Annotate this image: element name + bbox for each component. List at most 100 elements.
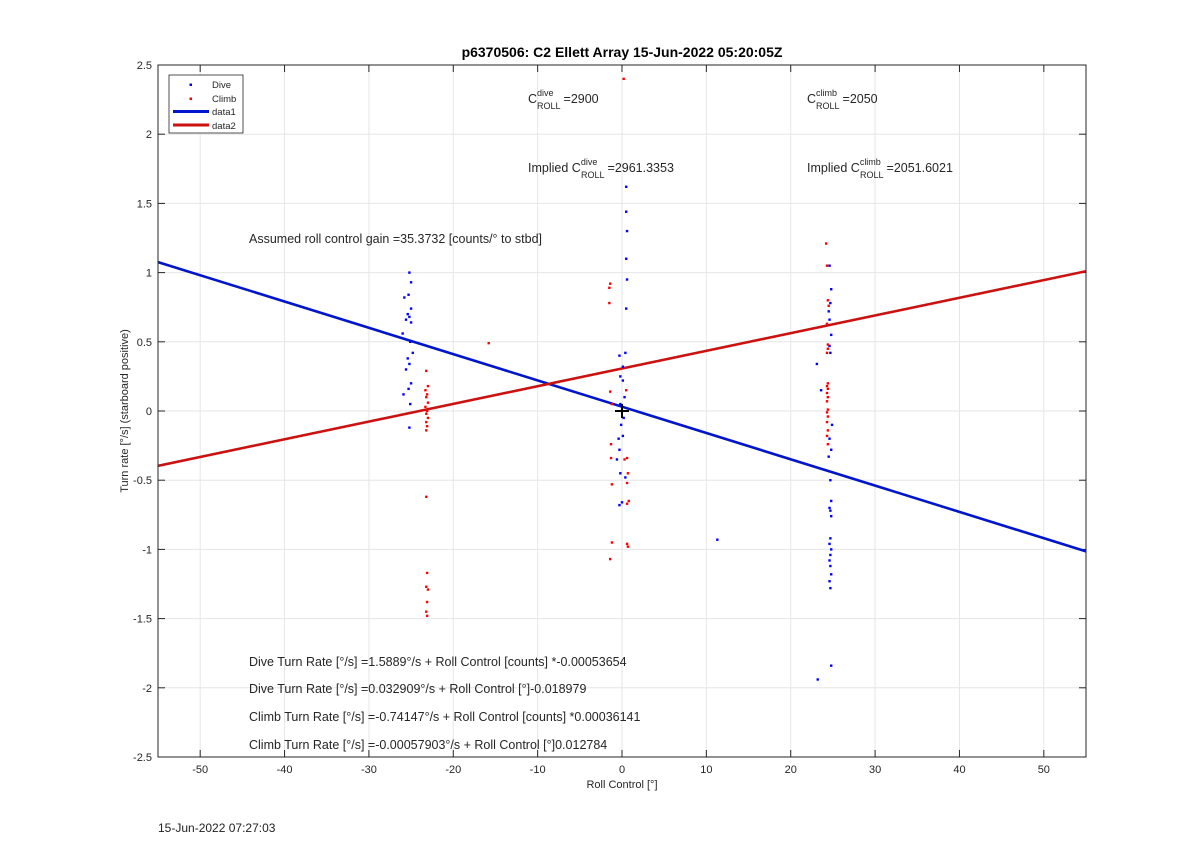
point-dive	[830, 423, 834, 427]
y-tick-label: -1.5	[133, 614, 152, 626]
legend-dive-label: Dive	[212, 80, 231, 91]
y-tick-label: 2	[146, 129, 152, 141]
point-climb	[626, 545, 630, 548]
point-dive	[829, 301, 832, 305]
implied-climb-value: =2051.6021	[887, 161, 953, 175]
point-dive	[409, 281, 413, 284]
point-dive	[618, 503, 621, 507]
point-dive	[828, 437, 831, 440]
point-dive	[619, 423, 623, 427]
point-dive	[624, 476, 627, 479]
point-climb	[826, 387, 830, 391]
implied-dive-sup: dive	[581, 157, 598, 167]
point-climb	[425, 495, 428, 499]
gain-annotation: Assumed roll control gain =35.3732 [coun…	[249, 232, 542, 246]
point-dive	[830, 288, 833, 291]
point-dive	[406, 312, 409, 316]
point-climb	[608, 390, 612, 393]
c-roll-climb-sub: ROLL	[816, 101, 840, 111]
plot-area	[158, 77, 1086, 681]
point-dive	[625, 185, 628, 188]
fit-line-data2	[158, 269, 1086, 468]
point-dive	[407, 387, 410, 391]
point-dive	[829, 586, 832, 590]
point-climb	[826, 443, 830, 446]
point-dive	[716, 538, 719, 541]
footer-timestamp: 15-Jun-2022 07:27:03	[158, 821, 276, 835]
x-tick-label: -50	[192, 764, 208, 776]
point-dive	[621, 434, 625, 438]
point-dive	[830, 664, 833, 667]
point-dive	[411, 351, 414, 355]
implied-climb-prefix: Implied	[807, 161, 851, 175]
point-climb	[608, 557, 612, 561]
point-dive	[623, 395, 626, 399]
implied-dive-sub: ROLL	[581, 170, 605, 180]
point-dive	[816, 678, 819, 681]
point-dive	[625, 229, 629, 233]
point-climb	[826, 347, 830, 350]
point-climb	[625, 542, 629, 546]
point-dive	[409, 307, 413, 310]
c-roll-dive-annotation: Cdive ROLL =2900	[528, 88, 599, 111]
point-climb	[424, 405, 427, 409]
point-dive	[404, 318, 408, 321]
implied-climb-base: C	[851, 161, 860, 175]
point-dive	[829, 509, 832, 512]
c-roll-climb-sup: climb	[816, 88, 837, 98]
legend: Dive Climb data1 data2	[168, 74, 244, 134]
c-roll-climb-annotation: Cclimb ROLL =2050	[807, 88, 878, 111]
point-climb	[826, 415, 830, 418]
point-climb	[625, 389, 628, 392]
point-climb	[608, 286, 611, 290]
x-tick-label: 0	[619, 764, 625, 776]
x-tick-label: -30	[361, 764, 377, 776]
point-dive	[621, 365, 625, 368]
implied-climb-sup: climb	[860, 157, 881, 167]
point-climb	[426, 416, 430, 420]
point-dive	[408, 426, 411, 429]
point-climb	[426, 401, 430, 404]
point-dive	[619, 402, 622, 406]
c-roll-dive-base: C	[528, 92, 537, 106]
y-tick-label: 0	[146, 406, 152, 418]
point-climb	[487, 341, 490, 345]
chart-title: p6370506: C2 Ellett Array 15-Jun-2022 05…	[462, 44, 783, 60]
equation-climb-counts: Climb Turn Rate [°/s] =-0.74147°/s + Rol…	[249, 710, 641, 724]
point-dive	[828, 559, 831, 562]
point-dive	[402, 393, 405, 396]
point-dive	[819, 389, 823, 392]
legend-box	[168, 74, 244, 134]
implied-dive-value: =2961.3353	[608, 161, 674, 175]
point-dive	[404, 368, 408, 371]
point-climb	[827, 304, 830, 308]
point-dive	[619, 472, 622, 475]
point-climb	[625, 456, 629, 460]
point-climb	[627, 499, 630, 503]
point-dive	[828, 506, 831, 510]
point-climb	[424, 389, 427, 392]
point-dive	[618, 448, 621, 451]
point-climb	[425, 393, 429, 396]
point-dive	[829, 351, 832, 355]
point-climb	[425, 571, 429, 575]
point-dive	[620, 501, 624, 504]
point-climb	[425, 425, 429, 428]
y-tick-label: -1	[142, 544, 152, 556]
point-dive	[829, 479, 832, 482]
point-climb	[425, 429, 428, 432]
x-tick-label: 20	[785, 764, 797, 776]
point-dive	[617, 437, 620, 440]
point-dive	[827, 310, 830, 313]
point-climb	[825, 434, 829, 438]
point-dive	[828, 318, 831, 321]
y-tick-label: 2.5	[137, 60, 152, 72]
point-dive	[828, 542, 831, 546]
point-climb	[608, 282, 612, 285]
implied-dive-base: C	[572, 161, 581, 175]
y-tick-label: -2.5	[133, 752, 152, 764]
y-axis-label: Turn rate [°/s] (starboard positive)	[119, 329, 131, 493]
point-climb	[625, 481, 629, 485]
point-climb	[610, 402, 614, 406]
x-tick-label: -10	[530, 764, 546, 776]
